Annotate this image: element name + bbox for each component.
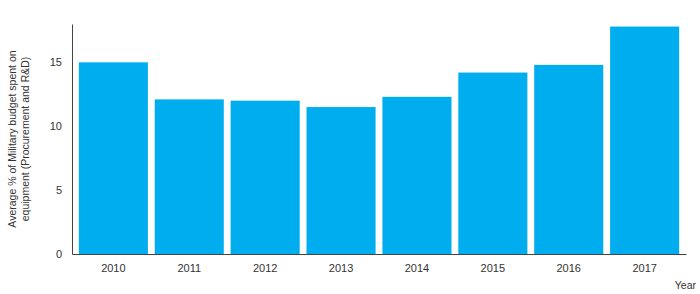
x-tick-label: 2015 [481,262,505,274]
bar [610,27,679,254]
bar [231,101,300,254]
y-axis-line [72,25,73,255]
y-tick: 10 [50,120,72,132]
y-axis-title-line: equipment (Procurement and R&D) [19,57,31,222]
chart: 0 5 10 15 2010 2011 2012 2013 2014 2015 2016 2017 Av… [0,0,700,294]
y-axis-title: Average % of Military budget spent onequ… [6,50,31,227]
y-tick-label: 0 [56,248,62,260]
y-tick-label: 5 [56,184,62,196]
x-tick: 2011 [177,254,201,274]
bar [458,73,527,254]
y-axis: 0 5 10 15 [50,25,73,261]
bar [382,97,451,254]
y-tick: 5 [56,184,72,196]
x-tick-label: 2014 [405,262,429,274]
bars [79,27,679,254]
x-tick-label: 2017 [632,262,656,274]
x-tick-label: 2010 [101,262,125,274]
bar [79,62,148,254]
bar [307,107,376,254]
y-axis-title-line: Average % of Military budget spent on [6,50,18,227]
x-axis-title: Year [675,279,697,291]
x-tick-label: 2013 [329,262,353,274]
x-tick: 2012 [253,254,277,274]
x-axis-line [73,254,687,255]
bar [155,99,224,254]
x-tick: 2013 [329,254,353,274]
x-tick: 2016 [556,254,580,274]
x-tick: 2014 [405,254,429,274]
y-tick-label: 15 [50,56,62,68]
x-tick: 2010 [101,254,125,274]
x-tick: 2015 [481,254,505,274]
y-tick: 15 [50,56,72,68]
x-tick: 2017 [632,254,656,274]
y-tick: 0 [56,248,72,260]
y-tick-label: 10 [50,120,62,132]
x-axis: 2010 2011 2012 2013 2014 2015 2016 2017 [73,254,687,274]
x-tick-label: 2012 [253,262,277,274]
bar [534,65,603,254]
plot: 0 5 10 15 2010 2011 2012 2013 2014 2015 2016 2017 [50,25,687,274]
x-tick-label: 2011 [177,262,201,274]
x-tick-label: 2016 [556,262,580,274]
